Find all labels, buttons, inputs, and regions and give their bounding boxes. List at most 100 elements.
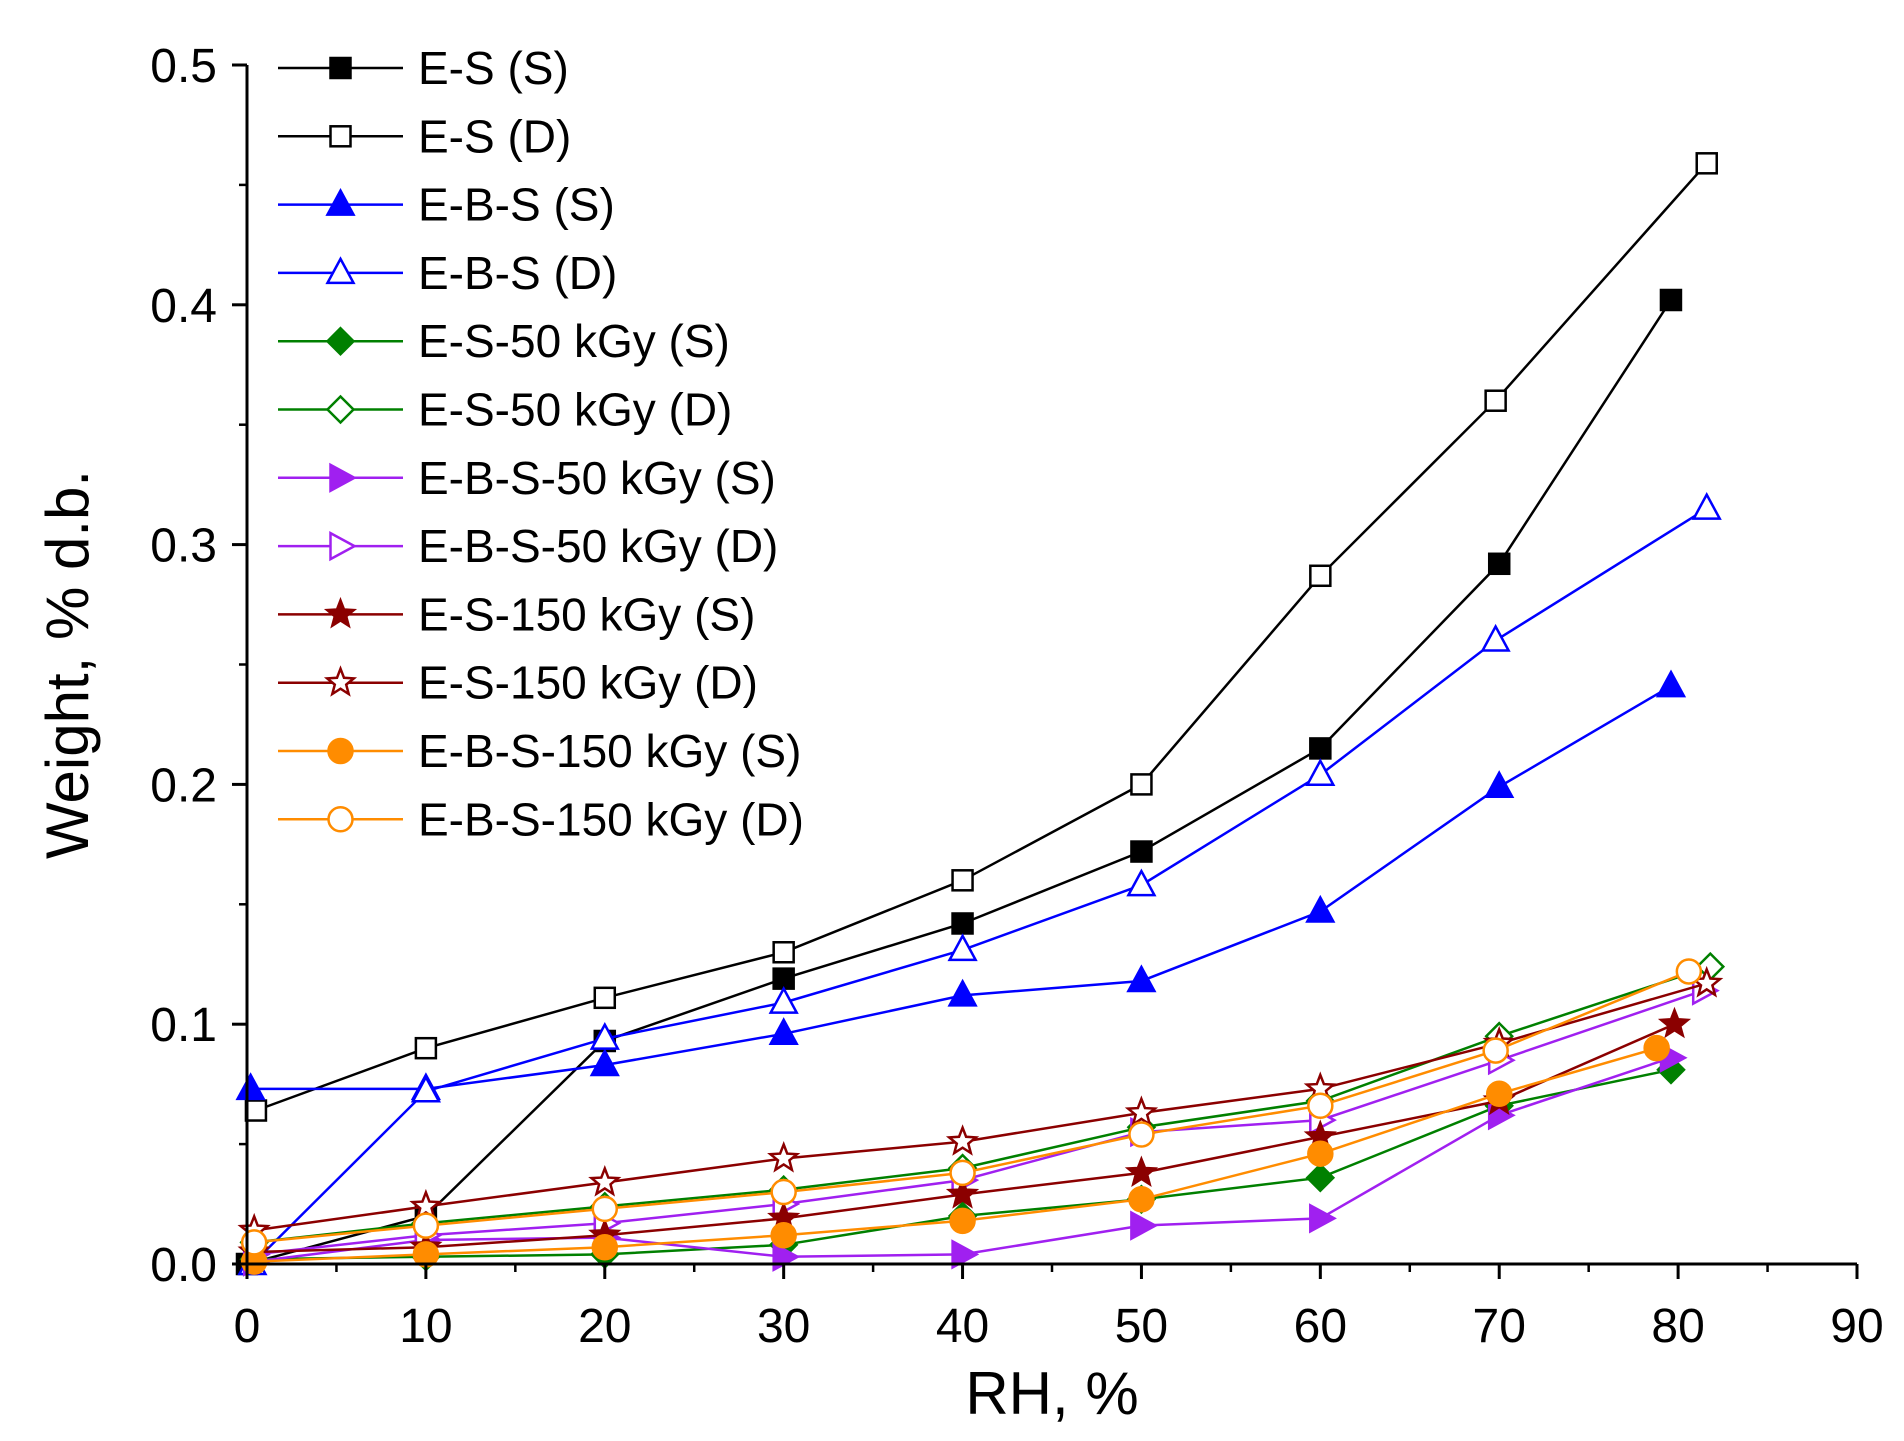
legend-item: E-S (D): [278, 110, 571, 162]
data-point: [951, 912, 974, 935]
data-point: [1487, 552, 1511, 576]
data-point: [1307, 1140, 1334, 1167]
legend-marker: [325, 326, 356, 356]
legend-label: E-B-S-50 kGy (S): [418, 452, 776, 504]
data-point: [1695, 152, 1718, 175]
legend-item: E-B-S (S): [278, 179, 615, 231]
data-point: [593, 986, 617, 1010]
legend-label: E-S-150 kGy (S): [418, 588, 755, 640]
data-point: [1124, 1155, 1159, 1187]
x-tick-label: 0: [234, 1300, 261, 1353]
data-point: [1659, 288, 1683, 312]
data-point: [591, 1233, 619, 1261]
legend-label: E-S-150 kGy (D): [418, 657, 758, 709]
legend-marker: [329, 125, 352, 148]
data-point: [1128, 1121, 1155, 1148]
data-point: [949, 1159, 976, 1187]
x-tick-label: 60: [1294, 1300, 1347, 1353]
x-tick-label: 50: [1115, 1300, 1168, 1353]
legend-marker: [329, 56, 352, 80]
y-tick-label: 0.2: [150, 759, 217, 812]
legend-item: E-S-50 kGy (D): [278, 384, 732, 436]
data-point: [412, 1212, 440, 1239]
legend-item: E-B-S-150 kGy (D): [278, 793, 804, 845]
legend-label: E-S (S): [418, 42, 569, 94]
axes: 0 10 20 30 40 50 60 70 80 90 0.0 0.1 0.2 0.3 0.4 0.5: [150, 40, 1883, 1353]
data-point: [1309, 564, 1332, 588]
y-axis-title: Weight, % d.b.: [34, 470, 101, 859]
data-point: [235, 1072, 266, 1101]
data-point: [1643, 1034, 1670, 1062]
data-point: [1305, 894, 1336, 923]
legend-item: E-B-S-50 kGy (S): [278, 452, 776, 504]
data-point: [772, 941, 795, 964]
legend-marker: [323, 596, 358, 629]
legend-marker: [327, 806, 354, 833]
data-point: [244, 1099, 268, 1122]
data-point: [589, 1021, 620, 1050]
data-point: [588, 1165, 622, 1197]
data-point: [1124, 1095, 1159, 1128]
legend-label: E-B-S-150 kGy (S): [418, 725, 801, 777]
x-tick-label: 30: [757, 1300, 810, 1353]
data-point: [951, 1239, 980, 1270]
legend-marker: [325, 256, 356, 285]
legend-label: E-B-S (S): [418, 179, 615, 231]
data-point: [414, 1036, 438, 1060]
y-tick-label: 0.1: [150, 999, 217, 1052]
y-tick-label: 0.5: [150, 40, 217, 93]
x-tick-label: 10: [399, 1300, 452, 1353]
data-point: [1309, 1203, 1337, 1234]
data-point: [951, 869, 974, 892]
data-point: [1126, 868, 1157, 897]
data-point: [1130, 773, 1153, 796]
legend-label: E-B-S-50 kGy (D): [418, 520, 778, 572]
x-tick-label: 40: [936, 1300, 989, 1353]
data-point: [1675, 958, 1703, 985]
data-point: [945, 1177, 980, 1209]
data-point: [1691, 491, 1722, 520]
x-tick-label: 20: [578, 1300, 631, 1353]
legend-item: E-B-S-150 kGy (S): [278, 725, 801, 777]
legend: E-S (S) E-S (D) E-B-S (S) E-B-S (D) E-S-50 k…: [278, 42, 804, 845]
data-point: [589, 1048, 620, 1077]
data-point: [1305, 758, 1336, 787]
legend-item: E-S-50 kGy (S): [278, 315, 730, 367]
data-point: [1309, 737, 1332, 760]
x-tick-label: 90: [1830, 1300, 1883, 1353]
data-point: [768, 1017, 799, 1046]
y-tick-label: 0.0: [150, 1239, 217, 1292]
series-12: [240, 958, 1703, 1256]
series-11: [240, 1034, 1670, 1275]
series-line: [246, 299, 1673, 1266]
y-tick-label: 0.3: [150, 520, 217, 573]
series-2: [244, 152, 1718, 1122]
data-point: [1484, 389, 1507, 412]
legend-marker: [327, 737, 354, 765]
legend-marker: [325, 187, 356, 216]
data-point: [767, 1141, 801, 1173]
data-point: [947, 933, 978, 962]
legend-marker: [329, 462, 358, 493]
series-1: [235, 288, 1683, 1276]
x-tick-label: 80: [1651, 1300, 1704, 1353]
data-point: [591, 1195, 619, 1223]
legend-marker: [325, 394, 356, 425]
legend-item: E-S (S): [278, 42, 569, 94]
data-point: [772, 967, 795, 990]
legend-label: E-B-S (D): [418, 247, 617, 299]
data-point: [1305, 1162, 1336, 1193]
y-tick-label: 0.4: [150, 280, 217, 333]
data-point: [1484, 770, 1515, 799]
data-point: [410, 1074, 441, 1103]
x-tick-label: 70: [1473, 1300, 1526, 1353]
legend-label: E-S-50 kGy (S): [418, 315, 730, 367]
legend-item: E-B-S (D): [278, 247, 617, 299]
data-point: [1126, 964, 1157, 993]
series-10: [237, 965, 1724, 1245]
legend-marker: [329, 531, 358, 562]
data-point: [1307, 1092, 1334, 1119]
legend-item: E-S-150 kGy (S): [278, 588, 755, 640]
data-point: [770, 1221, 797, 1249]
